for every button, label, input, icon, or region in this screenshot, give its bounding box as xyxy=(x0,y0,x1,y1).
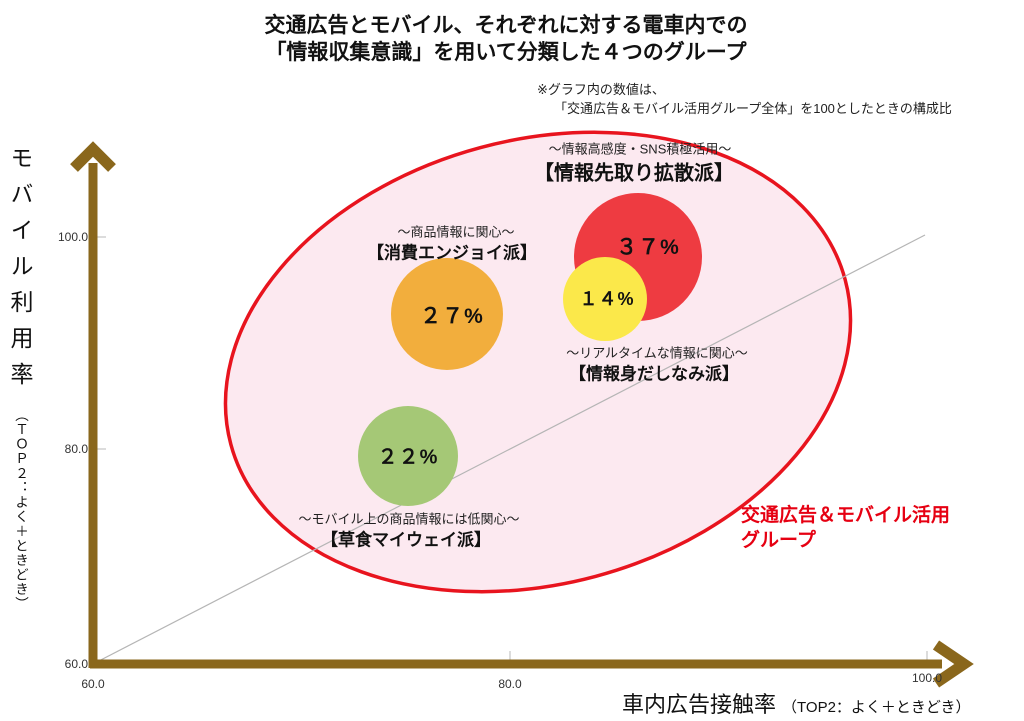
x-axis-label: 車内広告接触率 （TOP2：よく＋ときどき） xyxy=(622,687,970,719)
bubble-subtitle-soushoku-myway: ～モバイル上の商品情報には低関心～ xyxy=(298,511,520,527)
bubble-johou-midashinami xyxy=(563,257,647,341)
identity-line xyxy=(92,234,926,665)
x-axis-label-main: 車内広告接触率 xyxy=(622,692,777,717)
bubble-shouhi-enjoy xyxy=(391,258,503,370)
x-axis-label-sub: （TOP2：よく＋ときどき） xyxy=(782,699,971,716)
x-axis-arrow-icon xyxy=(932,640,974,688)
bubble-soushoku-myway xyxy=(358,406,458,506)
group-ellipse xyxy=(223,130,853,594)
bubble-name-johou-sakidori: 【情報先取り拡散派】 xyxy=(534,162,734,185)
x-tick-label-60: 60.0 xyxy=(81,677,105,691)
y-axis-label-main: モバイル利用率 xyxy=(7,146,33,398)
chart-title-line1: 交通広告とモバイル、それぞれに対する電車内での xyxy=(264,14,748,37)
x-tick-label-100: 100.0 xyxy=(911,671,943,685)
bubble-subtitle-johou-midashinami: ～リアルタイムな情報に関心～ xyxy=(566,345,748,361)
y-tick-label-80: 80.0 xyxy=(64,442,88,456)
bubble-value-johou-sakidori: ３７% xyxy=(616,236,680,259)
y-tick-label-60: 60.0 xyxy=(64,657,88,671)
group-callout-line2: グループ xyxy=(741,530,816,551)
x-tick-label-80: 80.0 xyxy=(498,677,522,691)
bubble-subtitle-johou-sakidori: ～情報高感度・SNS積極活用～ xyxy=(548,141,732,157)
note-line1: ※グラフ内の数値は、 xyxy=(537,82,665,97)
bubble-name-shouhi-enjoy: 【消費エンジョイ派】 xyxy=(367,243,537,263)
chart-title: 交通広告とモバイル、それぞれに対する電車内での 「情報収集意識」を用いて分類した… xyxy=(265,12,748,66)
group-callout-line1: 交通広告＆モバイル活用 xyxy=(741,505,951,526)
bubble-name-johou-midashinami: 【情報身だしなみ派】 xyxy=(569,364,739,384)
note-line2: 「交通広告＆モバイル活用グループ全体」を100としたときの構成比 xyxy=(554,101,952,116)
bubble-name-soushoku-myway: 【草食マイウェイ派】 xyxy=(321,530,491,550)
chart-title-line2: 「情報収集意識」を用いて分類した４つのグループ xyxy=(265,41,747,64)
bubble-subtitle-shouhi-enjoy: ～商品情報に関心～ xyxy=(397,224,515,240)
y-axis-arrow-icon xyxy=(70,141,116,172)
bubble-value-shouhi-enjoy: ２７% xyxy=(420,305,484,328)
y-axis-label-sub: （ＴＯＰ２：よく＋ときどき） xyxy=(13,408,28,611)
bubble-value-johou-midashinami: １４% xyxy=(579,289,635,309)
bubble-value-soushoku-myway: ２２% xyxy=(377,446,439,469)
group-callout: 交通広告＆モバイル活用 グループ xyxy=(741,503,950,553)
y-tick-label-100: 100.0 xyxy=(57,230,88,244)
y-axis-label: モバイル利用率 （ＴＯＰ２：よく＋ときどき） xyxy=(7,146,33,611)
